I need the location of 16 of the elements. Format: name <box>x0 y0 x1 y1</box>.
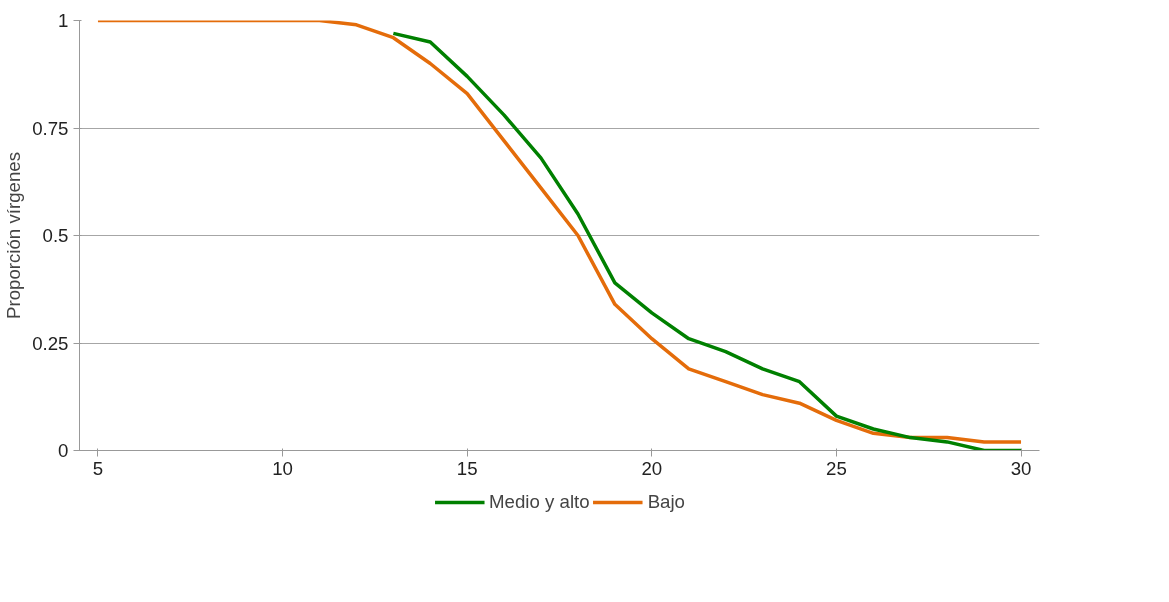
x-tick-label: 30 <box>1010 457 1032 479</box>
x-tick-label: 15 <box>456 457 478 479</box>
line-series <box>96 20 1023 444</box>
x-tick-label: 10 <box>272 457 293 479</box>
x-tick-label: 5 <box>92 457 104 479</box>
y-tick-label: 0.25 <box>32 332 69 354</box>
legend-label: Medio y alto <box>489 491 590 513</box>
y-tick-label: 1 <box>58 10 69 31</box>
y-tick-label: 0 <box>58 440 69 461</box>
y-tick-label: 0.75 <box>32 117 69 139</box>
x-tick-label: 20 <box>641 457 663 479</box>
y-axis-title: Proporción vírgenes <box>3 152 25 319</box>
legend-label: Bajo <box>647 491 685 513</box>
y-tick-label: 0.5 <box>42 225 69 246</box>
x-tick-label: 25 <box>826 457 847 479</box>
line-series <box>391 31 1023 451</box>
